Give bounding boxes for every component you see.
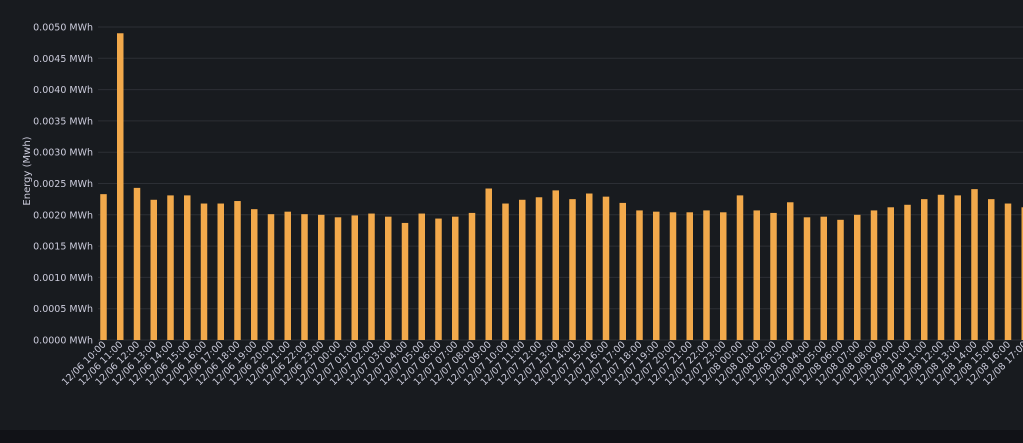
bar [535,197,543,340]
bar [954,195,961,340]
bar [452,216,459,340]
bar [519,199,526,340]
bar [167,195,174,340]
footer-strip [0,430,1023,443]
bar [686,212,693,340]
bar [234,201,241,340]
bar [619,202,626,340]
bar [334,217,342,340]
bar [284,211,291,340]
bar [787,202,794,340]
bar [502,203,509,340]
bar [351,215,358,340]
bar [937,194,945,340]
bar [217,203,224,340]
y-tick-label: 0.0005 MWh [33,304,93,315]
bar [904,204,911,340]
y-tick-label: 0.0035 MWh [33,116,93,127]
bar [837,219,844,340]
bar [921,199,928,340]
bar [669,212,677,340]
bar [569,199,576,340]
bar [552,190,559,340]
bar [117,33,124,340]
y-tick-label: 0.0040 MWh [33,85,93,96]
bar [803,217,811,340]
y-tick-label: 0.0030 MWh [33,148,93,159]
bar [368,213,375,340]
bar [1004,203,1012,340]
bar [854,214,861,340]
bar [184,195,191,340]
bar [720,212,727,340]
bar [418,213,425,340]
bar [753,210,760,340]
bar [267,214,275,340]
bar [887,207,894,340]
bar [971,189,978,340]
y-tick-label: 0.0020 MWh [33,210,93,221]
bar [870,210,878,340]
bar [736,195,744,340]
bar [251,209,258,340]
bar [468,212,476,340]
y-tick-label: 0.0045 MWh [33,54,93,65]
bar [988,199,995,340]
y-tick-label: 0.0010 MWh [33,273,93,284]
bar [636,210,643,340]
y-tick-label: 0.0025 MWh [33,179,93,190]
bar [401,222,409,340]
bar [586,193,593,340]
bar [820,216,827,340]
bar [770,212,777,340]
bar [703,210,710,340]
bar [100,194,107,340]
bar [150,199,157,340]
y-tick-label: 0.0050 MWh [33,23,93,34]
y-tick-label: 0.0000 MWh [33,336,93,347]
bar [200,203,208,340]
bar [133,187,141,340]
bar [485,188,492,340]
bar [318,214,325,340]
y-axis-label: Energy (Mwh) [22,136,33,205]
bar [301,214,308,340]
y-tick-label: 0.0015 MWh [33,242,93,253]
bar [653,211,660,340]
bar [435,218,442,340]
bar [1021,207,1023,340]
bars [100,33,1023,340]
bar [602,196,610,340]
bar [385,216,392,340]
y-axis-ticks: 0.0000 MWh 0.0005 MWh 0.0010 MWh 0.0015 MWh… [33,23,93,347]
